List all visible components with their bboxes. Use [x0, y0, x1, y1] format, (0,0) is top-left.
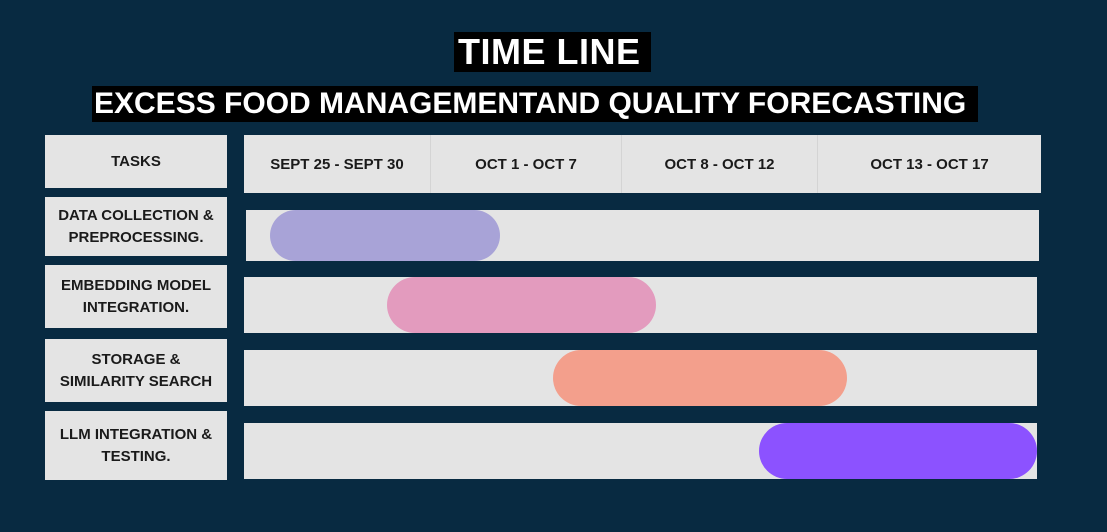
task-bar: [270, 210, 500, 261]
task-track: [244, 423, 1037, 479]
task-label: DATA COLLECTION & PREPROCESSING.: [58, 206, 214, 246]
timeline-title: TIME LINE: [454, 32, 651, 72]
period-header: OCT 1 - OCT 7: [431, 135, 622, 193]
task-bar: [759, 423, 1037, 479]
task-track: [244, 350, 1037, 406]
tasks-header: TASKS: [45, 135, 227, 188]
task-label-cell: EMBEDDING MODEL INTEGRATION.: [45, 265, 227, 328]
task-label: LLM INTEGRATION & TESTING.: [59, 425, 213, 465]
task-bar: [387, 277, 656, 333]
task-label: EMBEDDING MODEL INTEGRATION.: [61, 276, 211, 316]
task-label-cell: STORAGE & SIMILARITY SEARCH: [45, 339, 227, 402]
tasks-header-label: TASKS: [111, 152, 161, 170]
task-label-cell: DATA COLLECTION & PREPROCESSING.: [45, 197, 227, 256]
period-header-row: SEPT 25 - SEPT 30 OCT 1 - OCT 7 OCT 8 - …: [244, 135, 1041, 193]
task-track: [244, 277, 1037, 333]
timeline-subtitle: EXCESS FOOD MANAGEMENTAND QUALITY FORECA…: [92, 86, 979, 122]
period-label: OCT 8 - OCT 12: [664, 155, 775, 173]
period-header: OCT 8 - OCT 12: [622, 135, 818, 193]
task-label: STORAGE & SIMILARITY SEARCH: [59, 350, 213, 390]
task-bar: [553, 350, 847, 406]
task-track: [246, 210, 1039, 261]
task-label-cell: LLM INTEGRATION & TESTING.: [45, 411, 227, 480]
period-header: SEPT 25 - SEPT 30: [244, 135, 431, 193]
period-label: OCT 13 - OCT 17: [870, 155, 989, 173]
period-label: OCT 1 - OCT 7: [475, 155, 577, 173]
period-label: SEPT 25 - SEPT 30: [270, 155, 404, 173]
period-header: OCT 13 - OCT 17: [818, 135, 1041, 193]
